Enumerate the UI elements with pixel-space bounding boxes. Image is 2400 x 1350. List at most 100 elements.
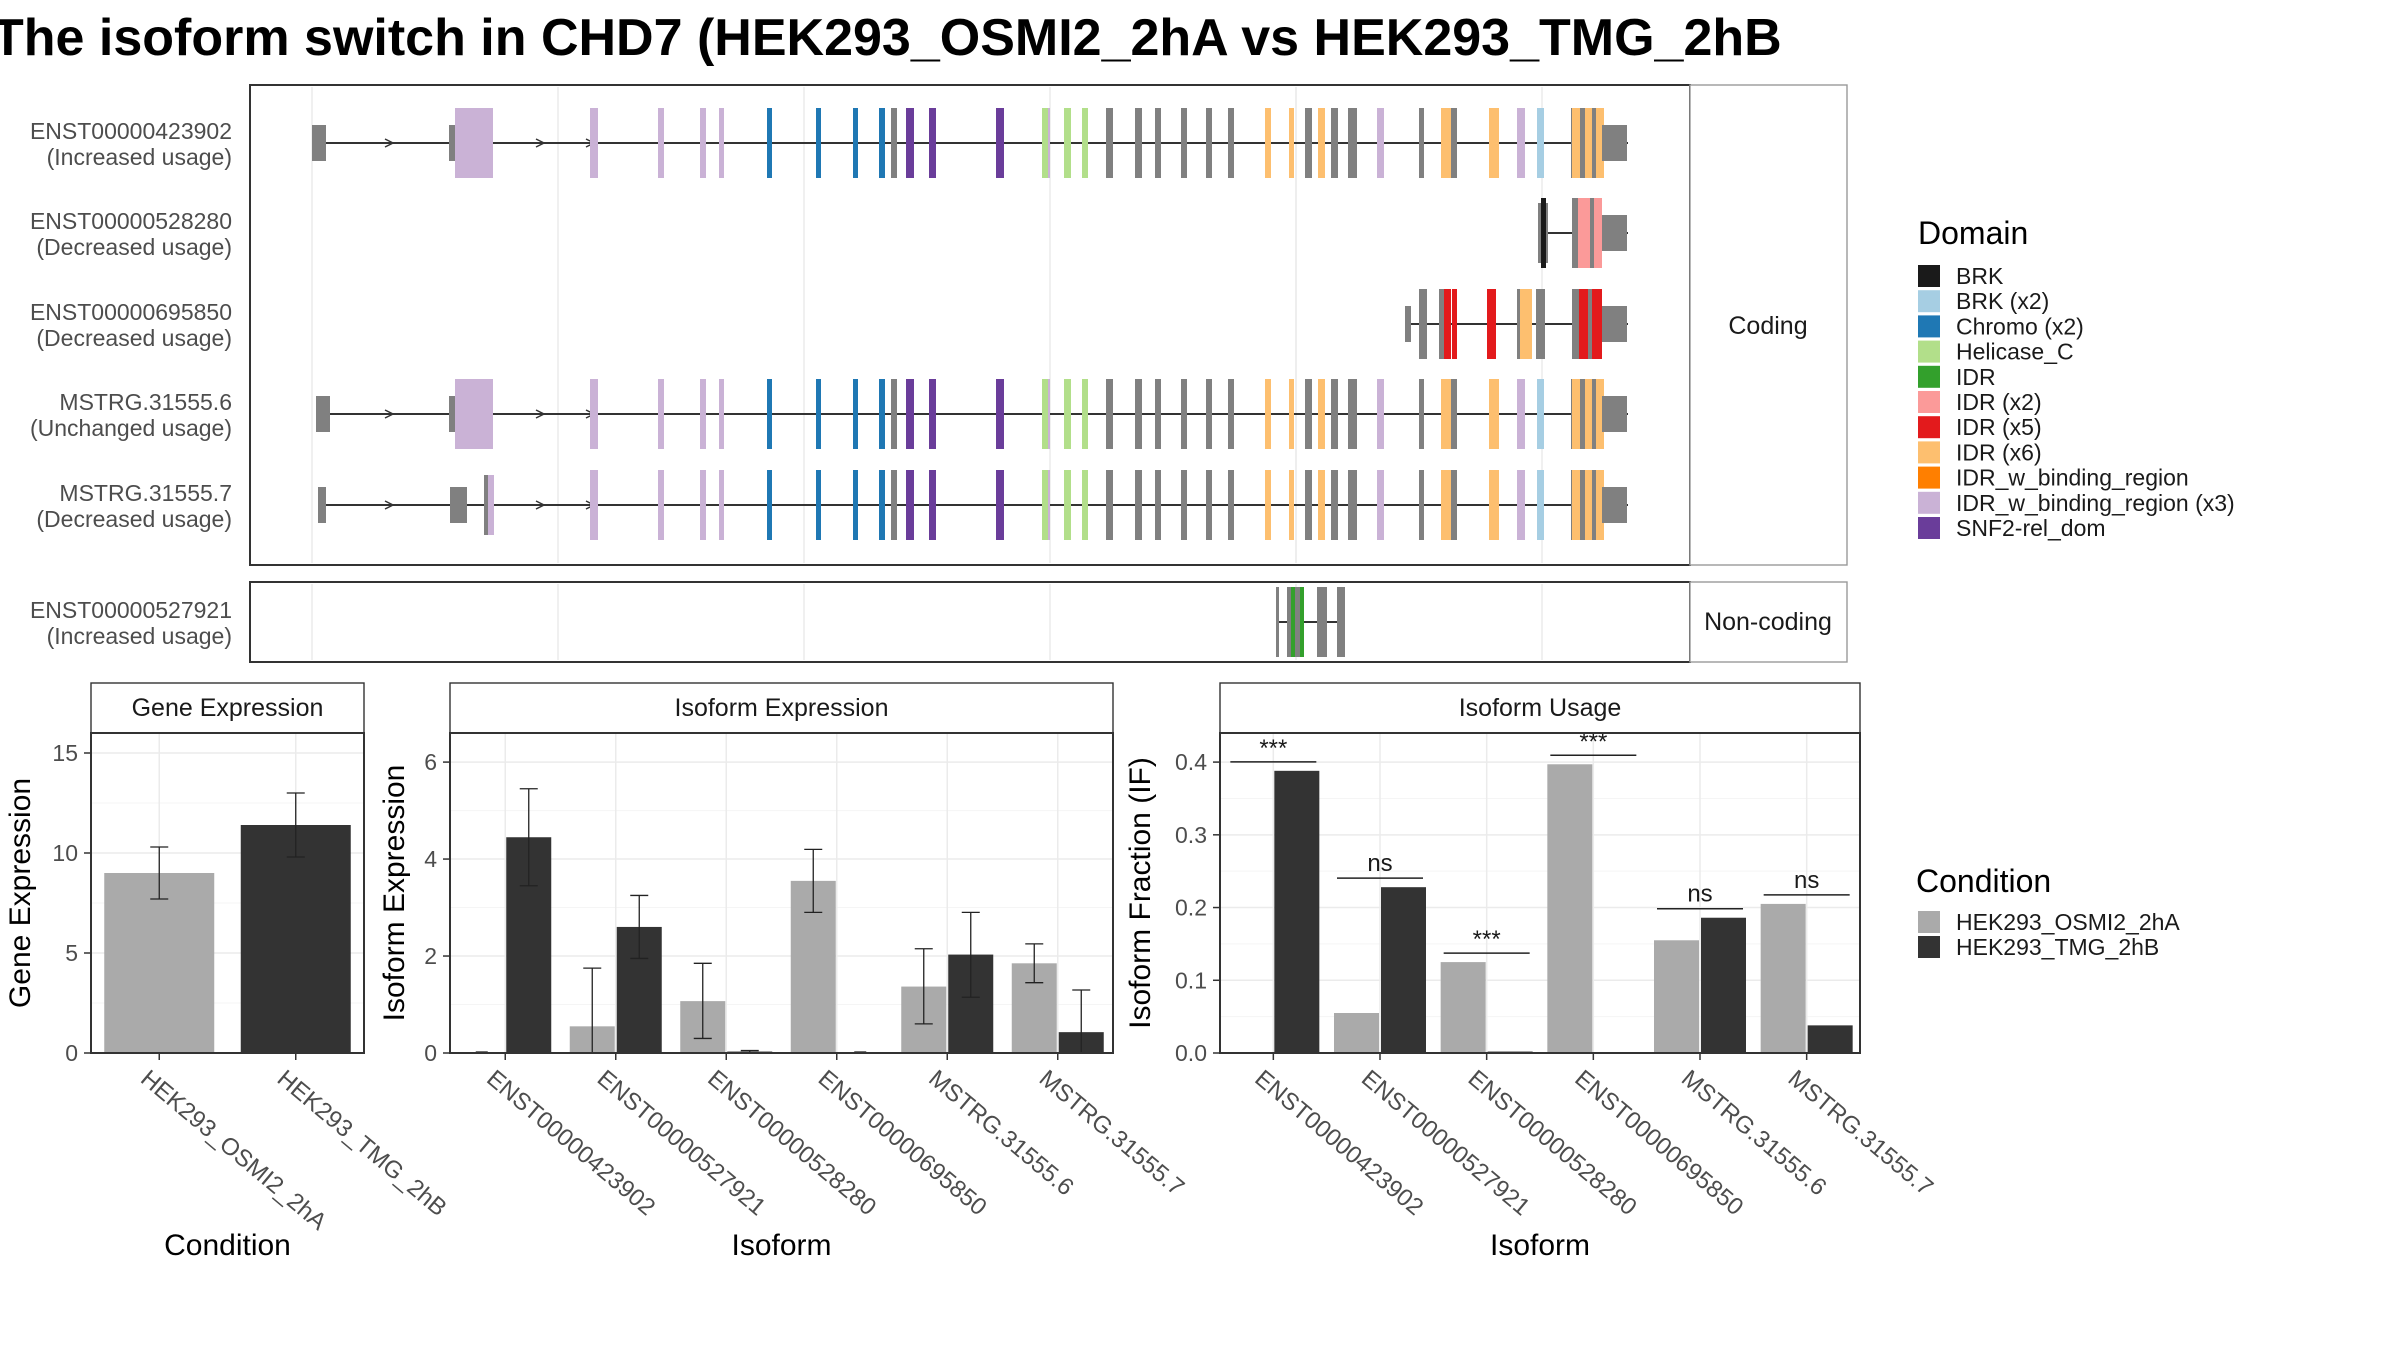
- cds-exon: [906, 108, 914, 178]
- cds-exon: [719, 470, 724, 540]
- cds-exon: [1419, 289, 1427, 359]
- cds-exon: [1042, 108, 1048, 178]
- strand-arrow: [384, 138, 395, 148]
- legend-label: IDR_w_binding_region (x3): [1956, 490, 2235, 516]
- cds-exon: [719, 379, 724, 449]
- legend-swatch: [1918, 491, 1940, 514]
- y-tick-label: 5: [65, 940, 78, 966]
- cds-exon: [1377, 108, 1384, 178]
- legend-label: HEK293_OSMI2_2hA: [1956, 909, 2180, 935]
- cds-exon: [488, 475, 494, 535]
- utr-exon: [1602, 487, 1627, 523]
- nc-exon: [1337, 587, 1345, 657]
- y-axis-title: Isoform Fraction (IF): [1124, 757, 1157, 1029]
- cds-exon: [1318, 470, 1325, 540]
- strand-arrow: [535, 138, 546, 148]
- plot-panel: [1220, 733, 1860, 1053]
- cds-exon: [879, 379, 885, 449]
- legend-condition-item: HEK293_TMG_2hB: [1918, 934, 2159, 960]
- cds-exon: [1592, 470, 1596, 540]
- cds-exon: [484, 475, 489, 535]
- nc-exon: [1291, 587, 1295, 657]
- chart-isoform-usage: Isoform Usage***ENST00000423902nsENST000…: [1124, 682, 1938, 1262]
- cds-exon: [1135, 379, 1142, 449]
- utr-exon: [1602, 396, 1627, 432]
- cds-exon: [455, 379, 493, 449]
- noncoding-panel: [249, 581, 1691, 663]
- legend-swatch: [1918, 265, 1940, 287]
- cds-exon: [1331, 108, 1338, 178]
- x-axis-title: Condition: [164, 1229, 291, 1262]
- nc-exon: [1276, 587, 1279, 657]
- cds-exon: [1206, 470, 1212, 540]
- nc-exon: [1300, 587, 1304, 657]
- cds-exon: [853, 470, 858, 540]
- cds-exon: [1289, 470, 1294, 540]
- legend-domain-item: IDR (x2): [1918, 389, 2042, 415]
- transcript-model-ENST00000423902: [312, 108, 1628, 178]
- transcript-id: ENST00000695850: [30, 299, 232, 325]
- transcript-label-ENST00000527921: ENST00000527921(Increased usage): [30, 597, 232, 649]
- cds-exon: [700, 108, 706, 178]
- cds-exon: [1588, 289, 1592, 359]
- cds-exon: [1348, 108, 1357, 178]
- cds-exon: [1441, 108, 1451, 178]
- bar: [1701, 917, 1746, 1053]
- cds-exon: [1265, 108, 1271, 178]
- cds-exon: [853, 379, 858, 449]
- cds-exon: [1590, 198, 1594, 268]
- transcript-usage: (Unchanged usage): [30, 415, 232, 441]
- cds-exon: [1517, 470, 1525, 540]
- cds-exon: [1572, 470, 1602, 540]
- cds-exon: [1348, 470, 1357, 540]
- transcript-id: ENST00000528280: [30, 208, 232, 234]
- transcript-model-MSTRG.31555.6: [316, 379, 1628, 449]
- cds-exon: [1228, 108, 1234, 178]
- cds-exon: [1451, 470, 1457, 540]
- utr-exon: [1602, 125, 1627, 161]
- transcript-model-ENST00000695850: [1405, 289, 1628, 359]
- cds-exon: [1305, 470, 1312, 540]
- cds-exon: [767, 108, 772, 178]
- cds-exon: [1106, 470, 1113, 540]
- cds-exon: [1377, 470, 1384, 540]
- significance-label: ns: [1794, 867, 1819, 894]
- transcript-usage: (Decreased usage): [36, 325, 232, 351]
- strip-label-coding: Coding: [1728, 312, 1807, 340]
- noncoding-strip: [1689, 581, 1848, 663]
- significance-label: ***: [1259, 735, 1287, 762]
- legend-domain-item: BRK (x2): [1918, 288, 2049, 314]
- cds-exon: [1489, 108, 1499, 178]
- legend-swatch: [1918, 365, 1940, 388]
- cds-exon: [1572, 198, 1578, 268]
- legend-domain-item: IDR: [1918, 364, 1996, 390]
- legend-swatch: [1918, 315, 1940, 338]
- legend-domain-item: IDR_w_binding_region (x3): [1918, 490, 2235, 516]
- transcript-label-ENST00000528280: ENST00000528280(Decreased usage): [30, 208, 232, 260]
- cds-exon: [1572, 289, 1579, 359]
- cds-exon: [1064, 108, 1071, 178]
- significance-label: ***: [1473, 926, 1501, 953]
- cds-exon: [816, 470, 821, 540]
- bar: [1274, 770, 1320, 1053]
- cds-exon: [1265, 470, 1271, 540]
- utr-exon: [312, 125, 326, 161]
- legend-domain-title: Domain: [1918, 215, 2028, 251]
- utr-exon: [449, 125, 455, 161]
- cds-exon: [1377, 379, 1384, 449]
- cds-exon: [1228, 470, 1234, 540]
- legend-label: HEK293_TMG_2hB: [1956, 934, 2159, 960]
- strand-arrow: [384, 500, 395, 510]
- cds-exon: [1155, 470, 1161, 540]
- cds-exon: [1331, 379, 1338, 449]
- cds-exon: [455, 108, 493, 178]
- cds-exon: [1419, 108, 1424, 178]
- strand-arrow: [535, 500, 546, 510]
- nc-exon: [1317, 587, 1327, 657]
- transcript-id: MSTRG.31555.6: [59, 389, 232, 415]
- transcript-id: MSTRG.31555.7: [59, 480, 232, 506]
- cds-exon: [1265, 379, 1271, 449]
- legend-condition-title: Condition: [1916, 863, 2051, 899]
- cds-exon: [1572, 379, 1602, 449]
- utr-exon: [1602, 215, 1627, 251]
